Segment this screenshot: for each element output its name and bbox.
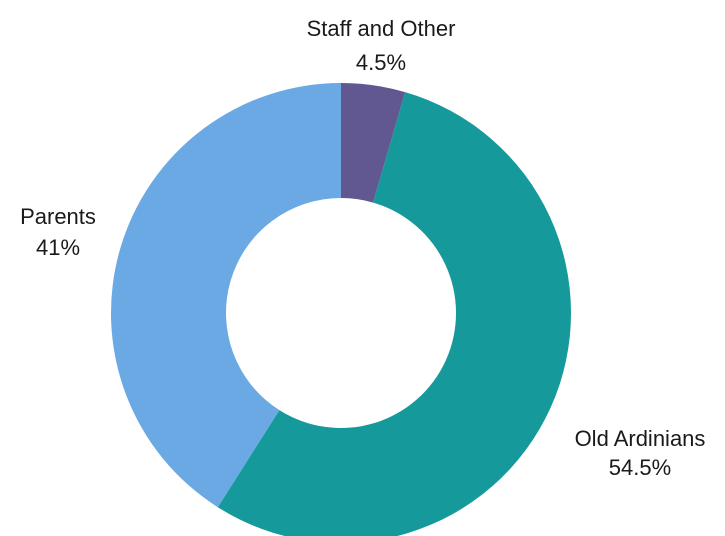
slice-label-staff-and-other: Staff and Other [307, 16, 456, 41]
slice-label-parents: Parents [20, 204, 96, 229]
slice-label-old-ardinians: Old Ardinians [575, 426, 706, 451]
slice-value-old-ardinians: 54.5% [609, 455, 671, 480]
slice-staff-and-other [341, 83, 406, 203]
slice-parents [111, 83, 341, 508]
slice-value-parents: 41% [36, 235, 80, 260]
slice-old-ardinians [217, 92, 571, 536]
donut-slices [111, 83, 571, 536]
slice-value-staff-and-other: 4.5% [356, 50, 406, 75]
